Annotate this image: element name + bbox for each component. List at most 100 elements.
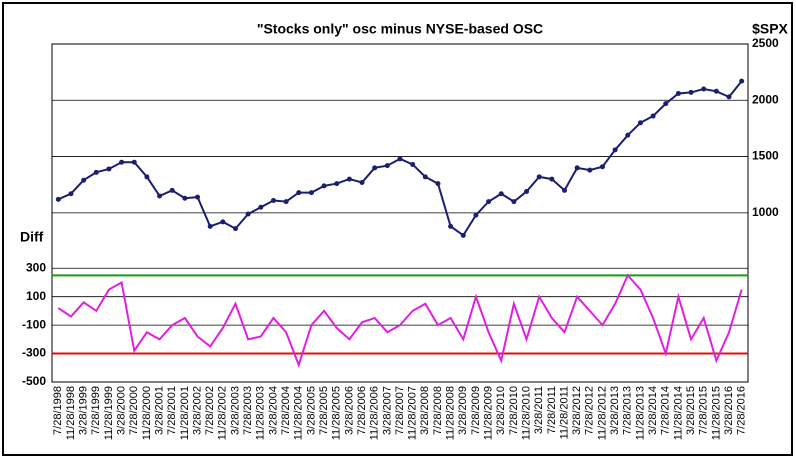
x-tick-label: 3/28/2010 — [495, 386, 507, 435]
x-tick-label: 3/28/2014 — [647, 386, 659, 435]
marker — [599, 164, 605, 170]
x-tick-label: 11/28/2001 — [179, 386, 191, 440]
marker — [182, 195, 188, 201]
y-tick-label: -500 — [22, 374, 46, 388]
marker — [688, 89, 694, 95]
marker — [68, 191, 74, 197]
x-tick-label: 11/28/2014 — [672, 386, 684, 440]
marker — [524, 188, 530, 194]
x-tick-label: 7/28/2011 — [546, 386, 558, 434]
x-tick-label: 11/28/2010 — [520, 386, 532, 440]
marker — [675, 91, 681, 97]
x-tick-label: 3/28/2007 — [381, 386, 393, 435]
x-tick-label: 7/28/2010 — [508, 386, 520, 435]
x-tick-label: 3/28/2009 — [457, 386, 469, 435]
marker — [536, 174, 542, 180]
x-tick-label: 11/28/2004 — [293, 386, 305, 440]
x-tick-label: 7/28/2013 — [622, 386, 634, 435]
marker — [422, 174, 428, 180]
marker — [739, 78, 745, 84]
marker — [625, 132, 631, 138]
x-tick-label: 11/28/2002 — [217, 386, 229, 440]
x-tick-label: 11/28/2005 — [331, 386, 343, 440]
x-tick-label: 7/28/2016 — [736, 386, 748, 435]
y-tick-label: 2500 — [752, 36, 779, 50]
x-tick-label: 7/28/1999 — [90, 386, 102, 435]
marker — [372, 165, 378, 171]
x-tick-label: 7/28/2006 — [356, 386, 368, 435]
marker — [270, 197, 276, 203]
x-tick-label: 7/28/2003 — [242, 386, 254, 435]
data-line — [57, 273, 743, 368]
marker — [93, 169, 99, 175]
marker — [713, 88, 719, 94]
x-tick-label: 7/28/2008 — [432, 386, 444, 435]
marker — [384, 163, 390, 169]
marker — [511, 199, 517, 205]
x-tick-label: 3/28/2015 — [685, 386, 697, 435]
x-tick-label: 7/28/2007 — [394, 386, 406, 435]
x-tick-label: 11/28/1999 — [103, 386, 115, 440]
x-tick-label: 3/28/2006 — [343, 386, 355, 435]
x-tick-label: 11/28/2006 — [369, 386, 381, 440]
marker — [435, 181, 441, 187]
x-tick-label: 11/28/2015 — [710, 386, 722, 440]
marker — [169, 187, 175, 193]
marker — [410, 161, 416, 167]
x-tick-label: 3/28/2005 — [305, 386, 317, 435]
marker — [296, 190, 302, 196]
marker — [397, 156, 403, 162]
x-tick-label: 7/28/2014 — [660, 386, 672, 435]
marker — [334, 181, 340, 187]
marker — [612, 147, 618, 153]
marker — [549, 176, 555, 182]
x-tick-label: 11/28/2011 — [558, 386, 570, 439]
marker — [195, 194, 201, 200]
marker — [473, 212, 479, 218]
x-tick-label: 3/28/2000 — [116, 386, 128, 435]
marker — [663, 101, 669, 107]
marker — [448, 223, 454, 229]
y-tick-label: 300 — [26, 260, 46, 274]
x-tick-label: 7/28/2000 — [128, 386, 140, 435]
marker — [220, 219, 226, 225]
y-tick-label: -100 — [22, 317, 46, 331]
x-tick-label: 7/28/2002 — [204, 386, 216, 435]
marker — [562, 187, 568, 193]
x-tick-label: 3/28/2011 — [533, 386, 545, 434]
x-tick-label: 3/28/2004 — [267, 386, 279, 435]
x-tick-label: 7/28/2001 — [166, 386, 178, 435]
marker — [346, 176, 352, 182]
x-tick-label: 3/28/2012 — [571, 386, 583, 435]
marker — [701, 86, 707, 92]
marker — [81, 177, 87, 183]
x-tick-label: 3/28/1999 — [78, 386, 90, 435]
x-tick-label: 7/28/2005 — [318, 386, 330, 435]
x-tick-label: 11/28/2012 — [596, 386, 608, 440]
marker — [637, 120, 643, 126]
marker — [106, 166, 112, 172]
y-tick-label: -300 — [22, 346, 46, 360]
marker — [486, 199, 492, 205]
marker — [498, 191, 504, 197]
marker — [232, 226, 238, 232]
x-tick-label: 7/28/2012 — [584, 386, 596, 435]
marker — [359, 179, 365, 185]
y-tick-label: 1000 — [752, 205, 779, 219]
x-tick-label: 7/28/2009 — [470, 386, 482, 435]
marker — [119, 159, 125, 165]
x-tick-label: 3/28/2001 — [153, 386, 165, 435]
marker — [245, 211, 251, 217]
marker — [650, 113, 656, 119]
y-label: Diff — [20, 229, 44, 245]
marker — [207, 223, 213, 229]
x-tick-label: 3/28/2016 — [723, 386, 735, 435]
x-tick-label: 3/28/2008 — [419, 386, 431, 435]
y-tick-label: 100 — [26, 289, 46, 303]
y2-label: $SPX — [752, 21, 788, 37]
marker — [131, 159, 137, 165]
marker — [258, 204, 264, 210]
marker — [283, 199, 289, 205]
x-tick-label: 11/28/1998 — [65, 386, 77, 440]
